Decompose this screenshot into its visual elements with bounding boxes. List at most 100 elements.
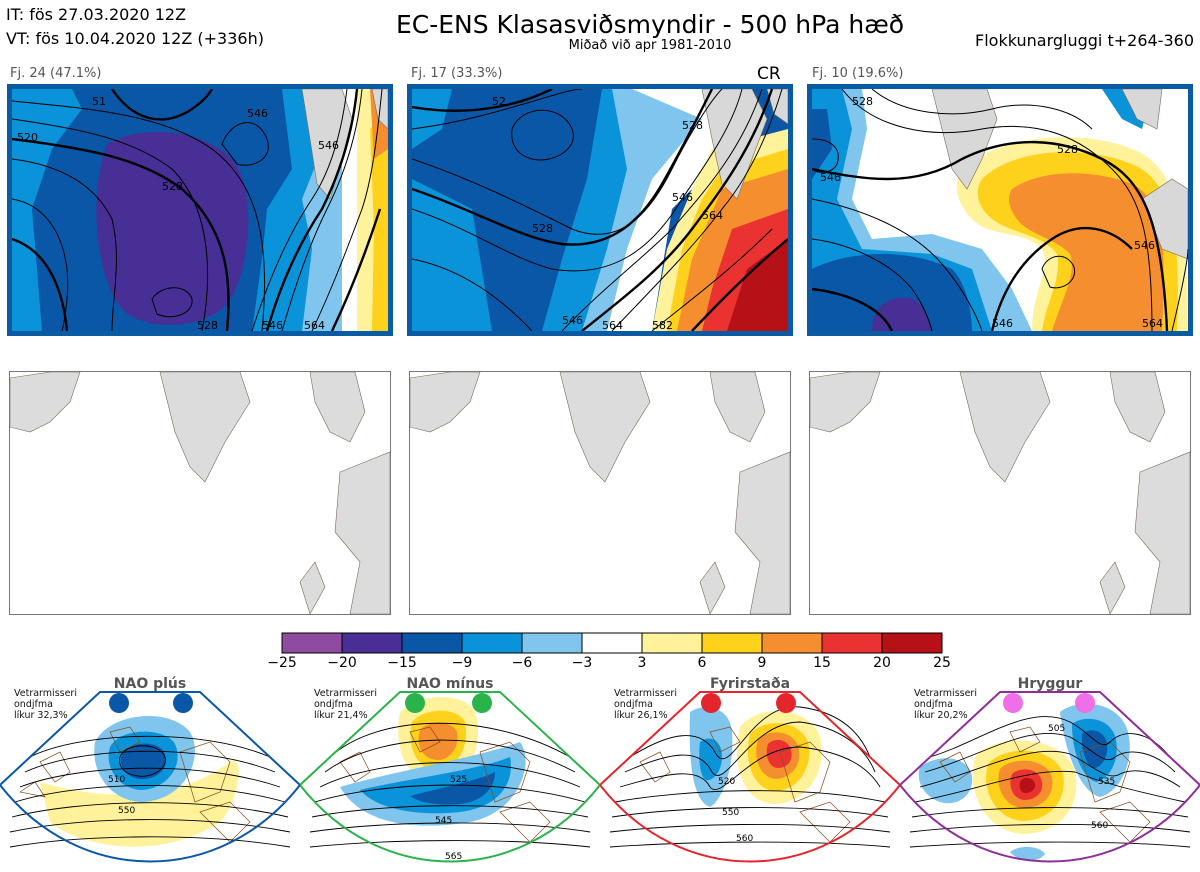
- contour-label: 528: [682, 119, 703, 132]
- months-label: ondjfma: [614, 699, 653, 710]
- contour-label: 510: [108, 775, 125, 785]
- anomaly-area: [370, 109, 388, 331]
- months-label: ondjfma: [14, 699, 53, 710]
- colorbar-tick-label: −3: [571, 655, 593, 671]
- colorbar-segment: [701, 632, 763, 654]
- height-contour: [14, 785, 286, 803]
- colorbar-tick-label: 3: [637, 655, 647, 671]
- height-contour-bold: [412, 89, 714, 246]
- colorbar-segment: [521, 632, 583, 654]
- anomaly-colorbar: [281, 632, 943, 654]
- greenland-land: [959, 372, 1051, 483]
- contour-label: 560: [1091, 821, 1108, 831]
- contour-label: 545: [435, 816, 452, 826]
- colorbar-segment: [461, 632, 523, 654]
- height-contour: [651, 228, 773, 331]
- contour-label: 565: [445, 852, 462, 862]
- contour-label: 546: [318, 139, 339, 152]
- contour-label: 564: [602, 319, 623, 331]
- colorbar-tick-label: −25: [267, 655, 297, 671]
- height-contour: [314, 784, 586, 803]
- contour-label: 546: [562, 314, 583, 327]
- regime-frame: [300, 691, 600, 863]
- height-contour: [841, 89, 1153, 331]
- regime-probability: Vetrarmisseri ondjfma líkur 20,2%: [914, 688, 977, 721]
- cluster-1-label: Fj. 24 (47.1%): [10, 66, 102, 81]
- contour-label: 560: [736, 834, 753, 844]
- months-label: ondjfma: [314, 699, 353, 710]
- height-contour: [914, 770, 1186, 803]
- contour-label: 525: [450, 775, 467, 785]
- svalbard-land: [1109, 372, 1166, 443]
- colorbar-tick-label: −20: [327, 655, 357, 671]
- cluster-2-label: Fj. 17 (33.3%): [411, 66, 503, 81]
- height-contour: [919, 750, 1181, 788]
- scandinavia-land: [734, 451, 790, 614]
- height-contour: [119, 745, 166, 777]
- contour-label: 535: [1098, 777, 1115, 787]
- contour-label: 550: [118, 806, 135, 816]
- page-title: EC-ENS Klasasviðsmyndir - 500 hPa hæð: [395, 10, 905, 39]
- contour-label: 528: [197, 319, 218, 331]
- scandinavia-land: [1134, 451, 1190, 614]
- blank-map-2: [409, 371, 791, 615]
- regime-marker-dot: [472, 693, 492, 713]
- anomaly-area: [812, 254, 972, 331]
- britain-land: [1099, 561, 1126, 614]
- probability-label: líkur 32,3%: [14, 710, 68, 721]
- height-contour: [324, 739, 576, 773]
- contour-label: 546: [247, 107, 268, 120]
- svalbard-land: [709, 372, 766, 443]
- contour-label: 505: [1048, 724, 1065, 734]
- anomaly-area: [1009, 173, 1164, 331]
- colorbar-tick-label: −6: [511, 655, 533, 671]
- cluster-3-label: Fj. 10 (19.6%): [812, 66, 904, 81]
- months-label: ondjfma: [914, 699, 953, 710]
- height-contour: [9, 836, 291, 848]
- height-contour-bold: [12, 137, 230, 331]
- valid-time: VT: fös 10.04.2020 12Z (+336h): [6, 29, 264, 48]
- regime-nao-minus: 525 545 565 NAO mínus Vetrarmisseri ondj…: [300, 672, 600, 872]
- contour-label: 564: [702, 209, 723, 222]
- height-contour: [624, 721, 876, 776]
- blank-map-3-plot: [810, 372, 1190, 614]
- height-contour: [614, 790, 886, 803]
- height-contour: [24, 750, 276, 773]
- height-contour: [812, 198, 983, 331]
- season-label: Vetrarmisseri: [614, 688, 677, 699]
- canada-land: [810, 372, 881, 433]
- colorbar-tick-label: −9: [451, 655, 473, 671]
- contour-label: 546: [262, 319, 283, 331]
- svalbard-land: [309, 372, 366, 443]
- colorbar-segment: [581, 632, 643, 654]
- height-contour: [12, 198, 69, 331]
- height-contour: [281, 89, 363, 331]
- contour-label: 564: [1142, 317, 1163, 330]
- height-contour: [319, 762, 581, 788]
- anomaly-area: [412, 179, 492, 331]
- contour-label: 528: [162, 180, 183, 193]
- height-contour-bold: [12, 237, 69, 331]
- anomaly-area: [252, 89, 322, 331]
- colorbar-tick-label: 6: [697, 655, 707, 671]
- height-contour: [221, 122, 269, 166]
- height-contour: [412, 89, 723, 235]
- regime-name: NAO plús: [113, 676, 187, 692]
- height-contour-bold: [412, 89, 553, 112]
- height-contour: [609, 841, 891, 848]
- regime-nao-plus: 510 550 NAO plús Vetrarmisseri ondjfma l…: [0, 672, 300, 872]
- season-label: Vetrarmisseri: [314, 688, 377, 699]
- height-contour: [251, 89, 348, 331]
- greenland-land: [559, 372, 651, 483]
- anomaly-area: [812, 109, 832, 179]
- regime-ridge: 505 535 560 Hryggur Vetrarmisseri ondjfm…: [900, 672, 1200, 872]
- cluster-2-plot: 528 546 528 564 546 564 582 52: [412, 89, 788, 331]
- colorbar-tick-label: 20: [873, 655, 891, 671]
- height-contour: [619, 746, 881, 790]
- scandinavia-land: [766, 89, 788, 125]
- height-contour: [561, 89, 763, 331]
- contour-label: 546: [820, 171, 841, 184]
- height-contour: [611, 807, 889, 818]
- negative-anomaly-core: [1081, 730, 1108, 768]
- contour-label: 520: [17, 131, 38, 144]
